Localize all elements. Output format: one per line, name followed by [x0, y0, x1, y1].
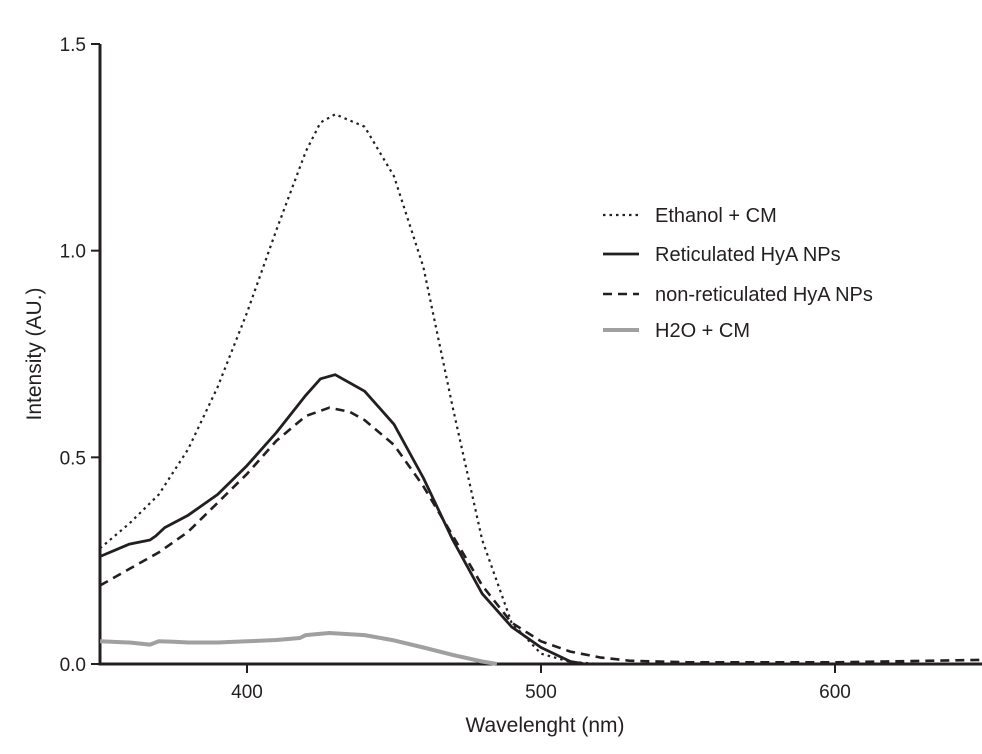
legend-label: Ethanol + CM	[655, 205, 777, 227]
x-tick-label: 500	[525, 682, 557, 703]
x-tick-label: 400	[231, 682, 263, 703]
x-ticks: 400 500 600	[231, 664, 851, 703]
axes: 0.0 0.5 1.0 1.5 400 500 600	[60, 35, 982, 703]
legend-label: non-reticulated HyA NPs	[655, 284, 873, 306]
y-axis-title: Intensity (AU.)	[23, 287, 46, 420]
y-tick-label: 0.5	[60, 448, 86, 469]
x-tick-label: 600	[819, 682, 851, 703]
y-tick-label: 1.0	[60, 242, 86, 263]
series-line-3	[99, 406, 982, 664]
x-axis-title: Wavelenght (nm)	[465, 714, 624, 737]
series-layer	[99, 113, 982, 666]
series-line-1	[99, 113, 982, 666]
legend: Ethanol + CM Reticulated HyA NPs non-retic…	[603, 205, 873, 342]
y-ticks: 0.0 0.5 1.0 1.5	[60, 35, 100, 676]
series-line-2	[99, 373, 982, 666]
y-tick-label: 1.5	[60, 35, 86, 56]
legend-label: Reticulated HyA NPs	[655, 244, 841, 266]
series-line-4	[99, 631, 498, 666]
legend-label: H2O + CM	[655, 320, 750, 342]
y-tick-label: 0.0	[60, 655, 86, 676]
